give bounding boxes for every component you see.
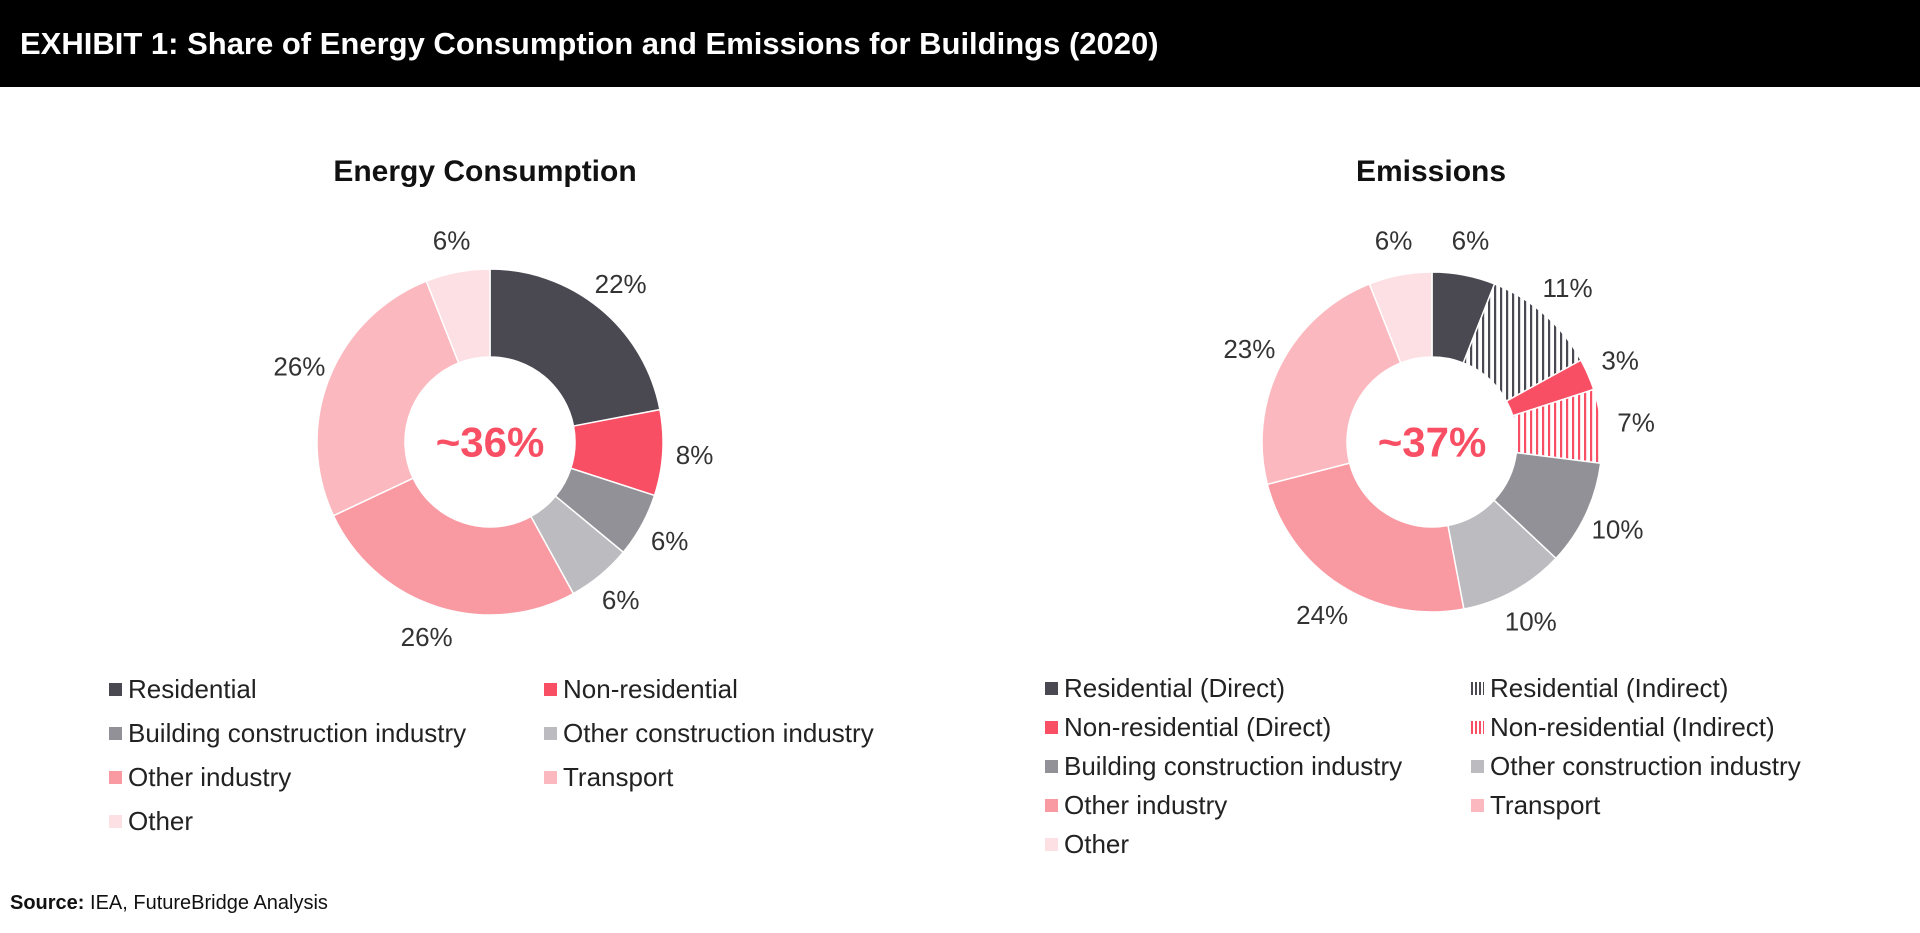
legend-label: Building construction industry	[1064, 750, 1403, 781]
emissions-chart-title: Emissions	[1355, 155, 1507, 188]
data-label-building-construction-industry: 10%	[1591, 514, 1643, 544]
legend-label: Other construction industry	[563, 717, 874, 748]
data-label-other-industry: 24%	[1296, 600, 1348, 630]
legend-item-non-residential: Non-residential	[544, 674, 738, 704]
center-label: ~36%	[436, 419, 545, 466]
exhibit-header: EXHIBIT 1: Share of Energy Consumption a…	[0, 0, 1920, 87]
legend-label: Other	[128, 805, 194, 836]
legend-swatch	[544, 682, 557, 696]
legend-swatch	[109, 814, 122, 828]
data-label-residential-indirect: 11%	[1543, 273, 1593, 303]
exhibit-title: EXHIBIT 1: Share of Energy Consumption a…	[20, 25, 1159, 61]
data-label-non-residential-direct: 3%	[1601, 346, 1639, 376]
legend-label: Residential (Direct)	[1064, 672, 1286, 703]
legend-label: Building construction industry	[128, 717, 467, 748]
slice-residential	[489, 268, 661, 427]
legend-swatch	[544, 726, 557, 740]
data-label-transport: 26%	[273, 352, 325, 382]
legend-label: Non-residential (Indirect)	[1490, 711, 1775, 742]
data-label-other-construction-industry: 6%	[602, 585, 640, 615]
legend-item-other-industry: Other industry	[109, 762, 291, 792]
legend-swatch	[1045, 681, 1058, 695]
legend-item-transport: Transport	[1471, 790, 1600, 820]
data-label-other: 6%	[433, 226, 471, 256]
data-label-other: 6%	[1375, 226, 1413, 256]
legend-label: Non-residential (Direct)	[1064, 711, 1332, 742]
legend-item-other-construction-industry: Other construction industry	[544, 718, 874, 748]
data-label-other-construction-industry: 10%	[1505, 607, 1557, 637]
legend-swatch	[1045, 759, 1058, 773]
legend-label: Residential	[128, 673, 257, 704]
legend-swatch	[1045, 798, 1058, 812]
legend-label: Other construction industry	[1490, 750, 1801, 781]
legend-item-other: Other	[109, 806, 193, 836]
data-label-transport: 23%	[1223, 334, 1275, 364]
slice-transport	[1261, 282, 1402, 486]
source-text: IEA, FutureBridge Analysis	[90, 892, 328, 914]
slice-other-industry	[1266, 462, 1465, 613]
data-label-residential: 22%	[595, 269, 647, 299]
legend-label: Non-residential	[563, 673, 738, 704]
data-label-building-construction-industry: 6%	[651, 526, 689, 556]
data-label-non-residential-indirect: 7%	[1617, 408, 1655, 438]
center-label: ~37%	[1378, 419, 1487, 466]
legend-swatch	[109, 770, 122, 784]
legend-swatch	[1045, 837, 1058, 851]
data-label-other-industry: 26%	[401, 622, 453, 652]
legend-label: Other	[1064, 828, 1130, 859]
data-label-residential-direct: 6%	[1452, 226, 1490, 256]
legend-swatch	[1471, 798, 1484, 812]
legend-swatch	[1471, 720, 1484, 734]
legend-item-non-residential-direct: Non-residential (Direct)	[1045, 712, 1331, 742]
legend-item-residential: Residential	[109, 674, 257, 704]
slice-other	[1368, 271, 1433, 364]
legend-label: Other industry	[128, 761, 292, 792]
legend-swatch	[1045, 720, 1058, 734]
legend-item-residential-direct: Residential (Direct)	[1045, 673, 1285, 703]
source-label: Source:	[10, 892, 85, 914]
legend-label: Other industry	[1064, 789, 1228, 820]
legend-label: Residential (Indirect)	[1490, 672, 1729, 703]
slice-other	[425, 268, 491, 364]
legend-swatch	[109, 682, 122, 696]
legend-swatch	[544, 770, 557, 784]
legend-swatch	[109, 726, 122, 740]
legend-swatch	[1471, 681, 1484, 695]
legend-item-residential-indirect: Residential (Indirect)	[1471, 673, 1728, 703]
legend-item-building-construction-industry: Building construction industry	[1045, 751, 1402, 781]
legend-item-transport: Transport	[544, 762, 673, 792]
energy-chart-title: Energy Consumption	[333, 155, 637, 188]
data-label-non-residential: 8%	[676, 440, 714, 470]
source-note: Source: IEA, FutureBridge Analysis	[10, 892, 328, 915]
legend-label: Transport	[1490, 789, 1601, 820]
legend-swatch	[1471, 759, 1484, 773]
slice-other-industry	[332, 477, 575, 616]
legend-item-other-construction-industry: Other construction industry	[1471, 751, 1801, 781]
legend-label: Transport	[563, 761, 674, 792]
legend-item-building-construction-industry: Building construction industry	[109, 718, 466, 748]
legend-item-non-residential-indirect: Non-residential (Indirect)	[1471, 712, 1775, 742]
legend-item-other-industry: Other industry	[1045, 790, 1227, 820]
slice-transport	[316, 280, 460, 517]
legend-item-other: Other	[1045, 829, 1129, 859]
